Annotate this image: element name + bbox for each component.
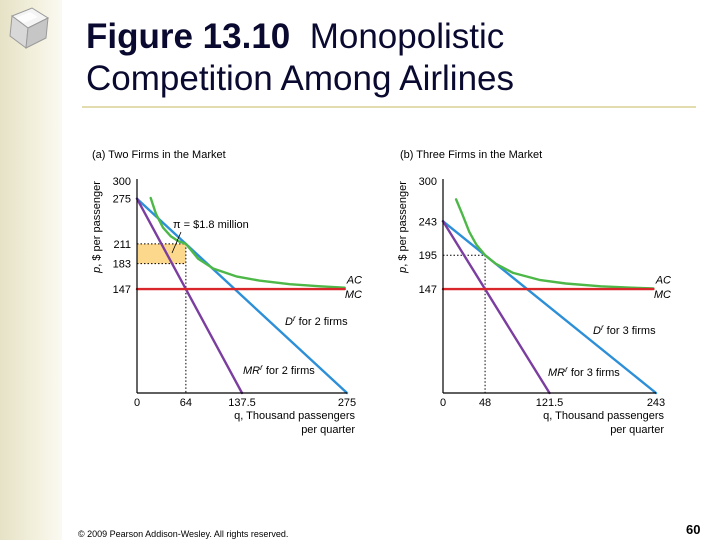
x-tick-label: 243: [647, 397, 665, 409]
slide-title: Figure 13.10 Monopolistic Competition Am…: [86, 16, 696, 100]
profit-annotation: π = $1.8 million: [173, 219, 249, 231]
x-axis-label-line1: q, Thousand passengers: [543, 410, 664, 422]
figure-title-text: Monopolistic Competition Among Airlines: [86, 17, 514, 98]
mr-label: MRr for 2 firms: [243, 363, 315, 377]
glass-cube-icon: [9, 7, 50, 49]
y-tick-label: 243: [419, 216, 437, 228]
y-tick-label: 147: [419, 284, 437, 296]
panel-a-two-firms: (a) Two Firms in the Market p, $ per pass…: [91, 149, 362, 436]
y-tick-label: 300: [113, 176, 131, 188]
y-tick-label: 211: [113, 239, 131, 251]
panel-title: (b) Three Firms in the Market: [400, 149, 542, 161]
copyright-note: © 2009 Pearson Addison-Wesley. All right…: [78, 529, 289, 539]
x-tick-label: 275: [338, 397, 356, 409]
demand-label: Dr for 3 firms: [593, 323, 656, 337]
marginal-revenue-curve: [441, 220, 551, 395]
x-tick-label: 0: [440, 397, 446, 409]
y-axis-label: p, $ per passenger: [397, 181, 409, 274]
mc-label: MC: [654, 289, 671, 301]
ac-label: AC: [655, 275, 671, 287]
x-tick-label: 64: [180, 397, 192, 409]
mr-label: MRr for 3 firms: [548, 365, 620, 379]
x-axis-label-line2: per quarter: [610, 424, 664, 436]
average-cost-curve: [454, 198, 655, 290]
page-number: 60: [686, 522, 701, 537]
profit-area: [137, 243, 186, 264]
left-decor-band: [0, 0, 62, 540]
marginal-revenue-curve: [135, 197, 244, 395]
title-divider: [82, 106, 696, 108]
y-axis-label: p, $ per passenger: [91, 181, 103, 274]
y-tick-label: 300: [419, 176, 437, 188]
mc-label: MC: [345, 289, 362, 301]
y-tick-label: 195: [419, 250, 437, 262]
x-tick-label: 137.5: [228, 397, 256, 409]
x-axis-label-line2: per quarter: [301, 424, 355, 436]
demand-curve: [135, 197, 349, 395]
average-cost-curve: [149, 196, 346, 289]
panel-b-three-firms: (b) Three Firms in the Market p, $ per pa…: [397, 149, 671, 436]
y-tick-label: 275: [113, 194, 131, 206]
figure-number: Figure 13.10: [86, 17, 291, 56]
panel-title: (a) Two Firms in the Market: [92, 149, 226, 161]
ac-label: AC: [346, 275, 362, 287]
demand-curve: [441, 220, 658, 395]
y-tick-label: 183: [113, 259, 131, 271]
x-tick-label: 121.5: [536, 397, 564, 409]
annotation-pointer: [171, 231, 182, 254]
x-tick-label: 0: [134, 397, 140, 409]
x-axis-label-line1: q, Thousand passengers: [234, 410, 355, 422]
y-tick-label: 147: [113, 284, 131, 296]
x-tick-label: 48: [479, 397, 491, 409]
demand-label: Dr for 2 firms: [285, 314, 348, 328]
